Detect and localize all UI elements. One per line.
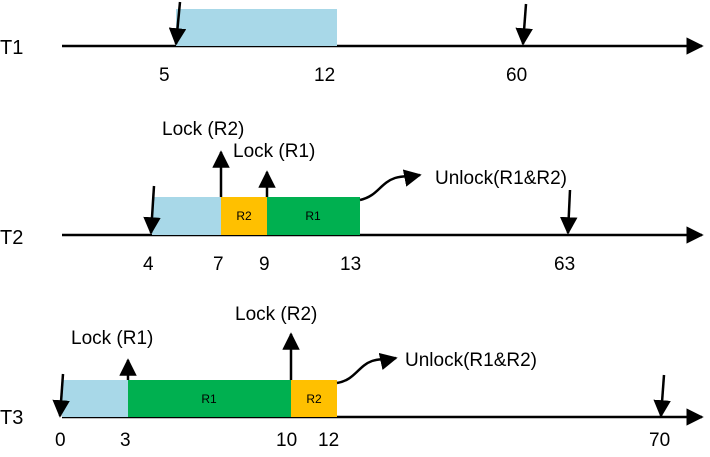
t2-tick-63: 63 [554,254,575,275]
t3-compute-block [62,380,128,417]
t3-tick-10: 10 [276,430,297,451]
t2-tick-4: 4 [143,254,154,275]
t2-tick-9: 9 [259,254,270,275]
t1-tick-12: 12 [314,65,335,86]
t1-arrival-arrow-60 [515,3,533,46]
t1-tick-60: 60 [506,65,527,86]
t3-tick-0: 0 [55,430,66,451]
t3-unlock-label: Unlock(R1&R2) [405,350,537,371]
t3-arrival-arrow-70 [653,374,671,418]
t2-compute-block [152,197,221,235]
timeline-t3: T3 R1 R2 Lock (R1) Lock (R2) Unlock(R1&R… [0,304,704,451]
t3-tick-12: 12 [318,430,339,451]
t1-compute-block [176,9,337,46]
t3-arrival-arrow-0 [52,373,70,418]
t2-unlock-arrow [359,169,422,202]
t3-tick-3: 3 [120,430,131,451]
t2-arrival-arrow-4 [143,185,161,235]
timeline-t1: T1 5 12 60 [0,1,704,86]
t2-lock-r2-label: Lock (R2) [162,119,244,140]
t2-arrival-arrow-63 [559,189,578,235]
t2-r2-block-label: R2 [236,209,252,223]
t2-r2-block [221,197,267,235]
timeline-t2: T2 R2 R1 Lock (R2) Lock (R1) Unlock(R1&R… [0,119,704,275]
t3-r1-block-label: R1 [201,392,217,406]
t2-tick-7: 7 [213,254,224,275]
t1-tick-5: 5 [159,65,170,86]
t3-tick-70: 70 [649,430,670,451]
timeline-t1-label: T1 [0,37,23,59]
t3-r1-block [128,380,291,417]
t3-unlock-arrow [336,352,398,385]
t3-lock-r2-label: Lock (R2) [235,304,317,325]
t3-lock-r1-label: Lock (R1) [71,328,153,349]
t3-r2-block [291,380,337,417]
t2-unlock-label: Unlock(R1&R2) [435,168,567,189]
t2-r1-block [267,197,360,235]
t2-lock-r1-label: Lock (R1) [233,141,315,162]
t2-r1-block-label: R1 [305,209,321,223]
timeline-t3-label: T3 [0,407,23,429]
t1-arrival-arrow-5 [168,1,187,46]
t2-tick-13: 13 [340,254,361,275]
t3-r2-block-label: R2 [306,392,322,406]
timeline-t2-label: T2 [0,227,23,249]
